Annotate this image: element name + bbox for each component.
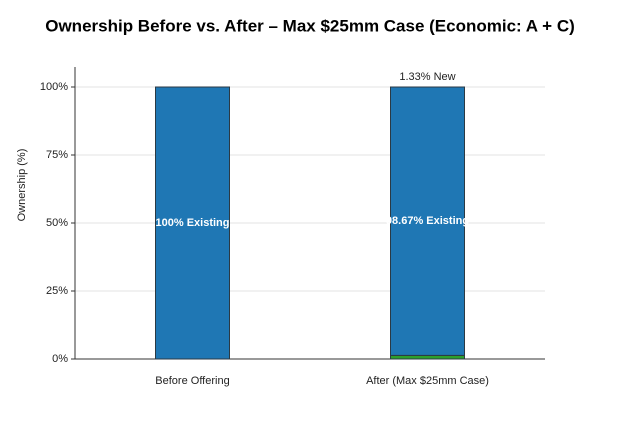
x-tick-label: After (Max $25mm Case) — [366, 375, 489, 387]
x-tick-label: Before Offering — [155, 375, 229, 387]
y-tick-label: 50% — [46, 217, 68, 229]
y-tick-label: 25% — [46, 285, 68, 297]
data-label: 100% Existing — [156, 217, 230, 229]
y-tick-label: 0% — [52, 353, 68, 365]
y-axis-label: Ownership (%) — [16, 149, 28, 222]
bar-segment — [390, 354, 465, 360]
data-label: 98.67% Existing — [386, 215, 469, 227]
chart-title: Ownership Before vs. After – Max $25mm C… — [45, 16, 575, 35]
bar-segment — [155, 86, 230, 360]
y-tick-label: 75% — [46, 149, 68, 161]
bar-segment — [390, 86, 465, 356]
data-label: 1.33% New — [399, 71, 455, 83]
y-tick-label: 100% — [40, 81, 68, 93]
